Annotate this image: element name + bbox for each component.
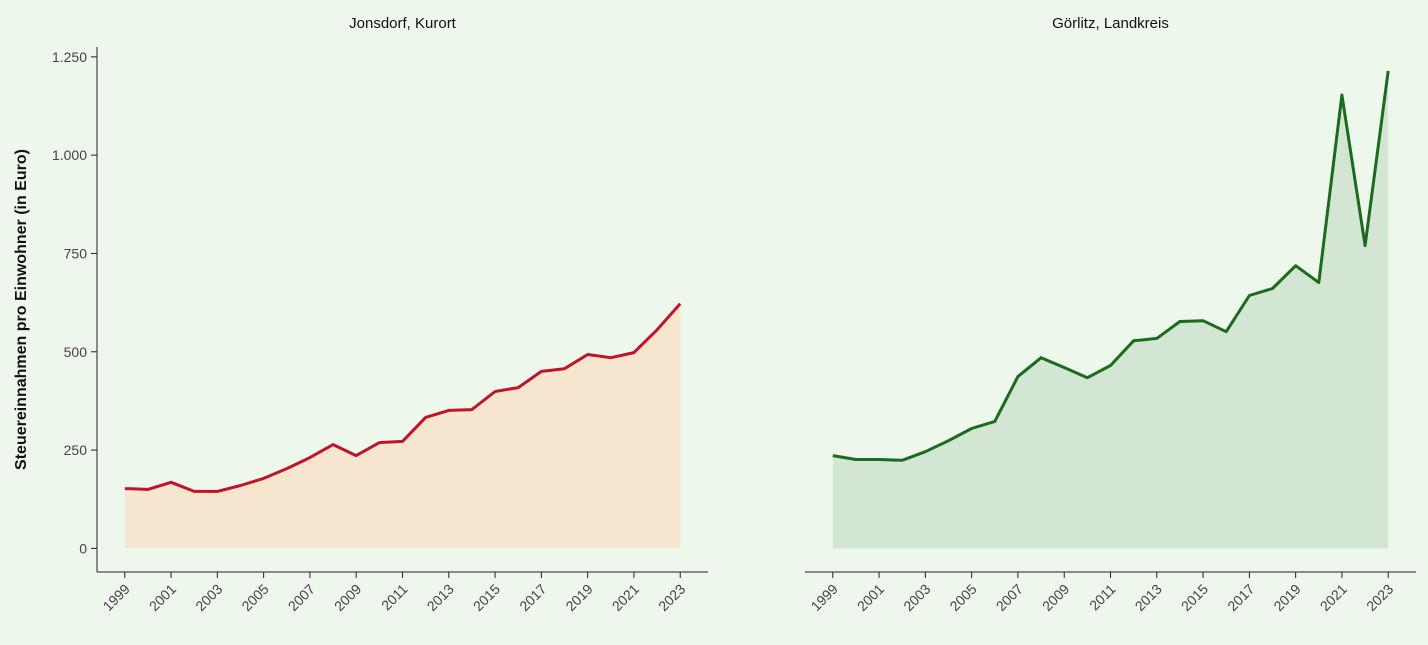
y-tick-label: 750 — [64, 245, 88, 261]
y-tick-label: 1.000 — [52, 147, 87, 163]
panel-title: Jonsdorf, Kurort — [349, 15, 457, 32]
line — [124, 302, 682, 493]
y-tick-label: 0 — [79, 540, 87, 556]
y-tick-label: 250 — [64, 442, 88, 458]
line — [832, 70, 1390, 462]
panel-title: Görlitz, Landkreis — [1052, 15, 1169, 32]
y-axis-label: Steuereinnahmen pro Einwohner (in Euro) — [13, 149, 30, 470]
area — [124, 303, 681, 549]
y-tick-label: 500 — [64, 344, 88, 360]
y-tick-label: 1.250 — [52, 49, 87, 65]
